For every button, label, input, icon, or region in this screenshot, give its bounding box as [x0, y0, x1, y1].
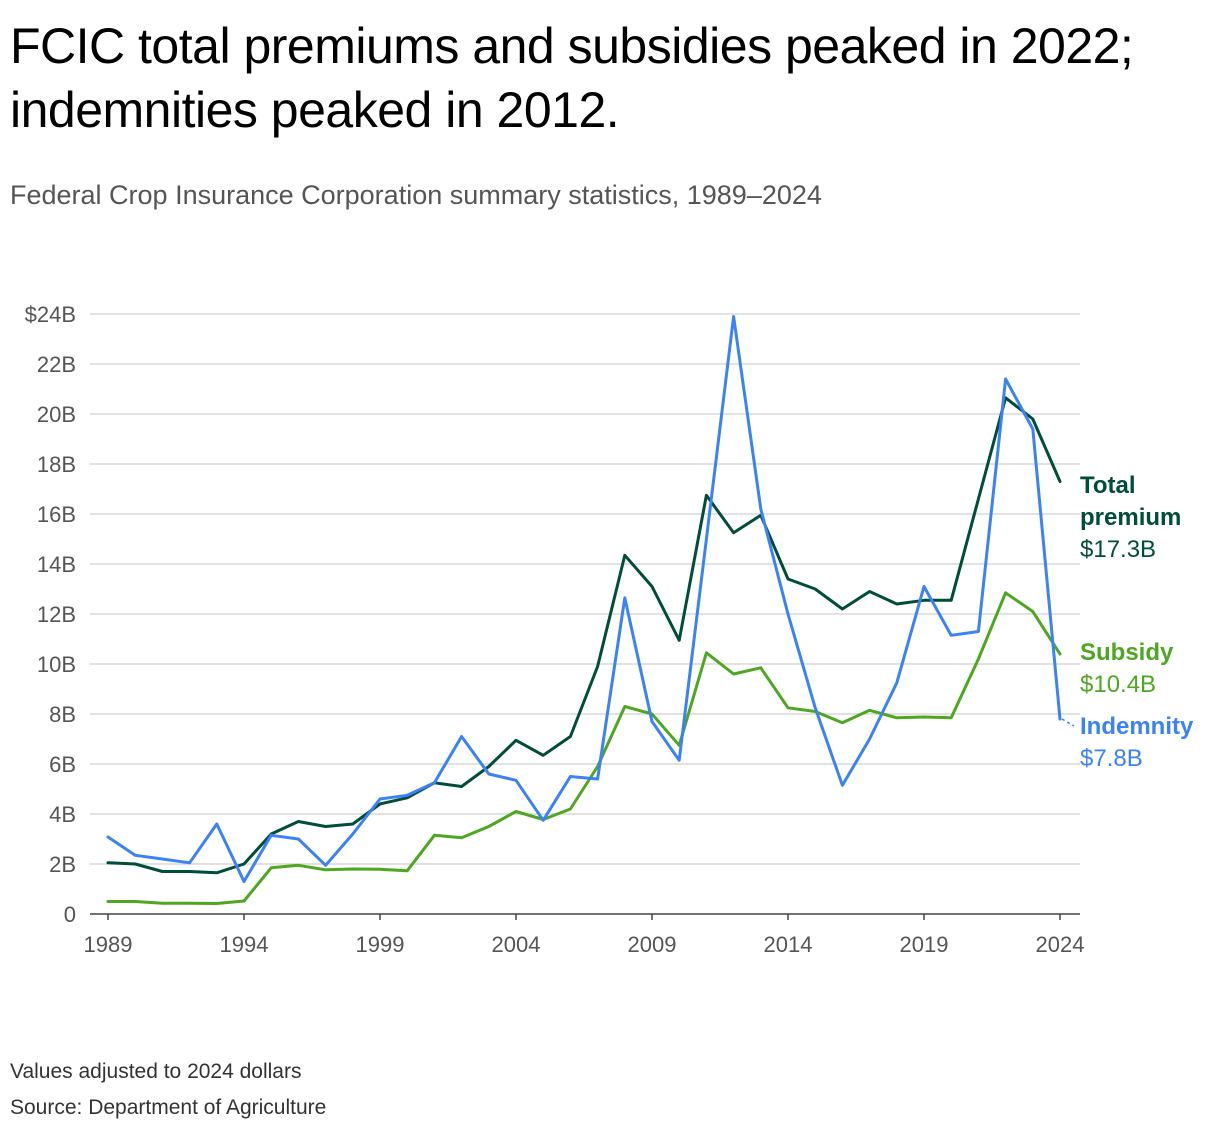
y-tick-label: 2B: [49, 852, 76, 877]
series-line-indemnity: [106, 315, 1062, 883]
x-tick-label: 2019: [900, 932, 949, 957]
series-end-label: $10.4B: [1080, 671, 1156, 698]
y-tick-label: 14B: [37, 552, 76, 577]
series-end-label: $17.3B: [1080, 536, 1156, 563]
axes: 0 2B 4B 6B 8B 10B 12B 14B 16B 18B 20B 22B $24B 1989 19…: [25, 302, 1085, 957]
adjustment-note: Values adjusted to 2024 dollars: [10, 1060, 302, 1083]
y-tick-label: 0: [64, 902, 76, 927]
series-end-label: Indemnity: [1080, 713, 1194, 740]
series-line-subsidy: [106, 591, 1062, 905]
line-chart: 0 2B 4B 6B 8B 10B 12B 14B 16B 18B 20B 22B $24B 1989 19…: [25, 302, 1194, 957]
x-tick-label: 2014: [764, 932, 813, 957]
y-tick-label: 20B: [37, 402, 76, 427]
series-end-label: $7.8B: [1080, 745, 1143, 772]
y-tick-label: 12B: [37, 602, 76, 627]
series-line-total-premium: [106, 396, 1062, 875]
series-end-label: Total: [1080, 472, 1136, 499]
chart-subtitle: Federal Crop Insurance Corporation summa…: [10, 180, 822, 210]
y-tick-label: $24B: [25, 302, 76, 327]
y-tick-label: 18B: [37, 452, 76, 477]
chart-title: FCIC total premiums and subsidies peaked…: [10, 18, 1134, 138]
series-lines: [106, 315, 1062, 905]
y-tick-label: 8B: [49, 702, 76, 727]
source-note: Source: Department of Agriculture: [10, 1096, 327, 1119]
y-tick-label: 6B: [49, 752, 76, 777]
gridlines: [90, 313, 1080, 865]
x-tick-label: 2024: [1036, 932, 1085, 957]
series-end-labels: Total premium $17.3B Subsidy $10.4B Indemnity…: [1061, 472, 1194, 772]
series-end-label: Subsidy: [1080, 639, 1174, 666]
series-end-label: premium: [1080, 504, 1181, 531]
y-tick-label: 16B: [37, 502, 76, 527]
y-tick-label: 10B: [37, 652, 76, 677]
x-tick-label: 1989: [84, 932, 133, 957]
x-tick-label: 2004: [492, 932, 541, 957]
label-leader-line: [1061, 718, 1075, 727]
x-tick-label: 1994: [220, 932, 269, 957]
x-tick-label: 2009: [628, 932, 677, 957]
y-tick-label: 4B: [49, 802, 76, 827]
x-tick-label: 1999: [356, 932, 405, 957]
y-tick-label: 22B: [37, 352, 76, 377]
